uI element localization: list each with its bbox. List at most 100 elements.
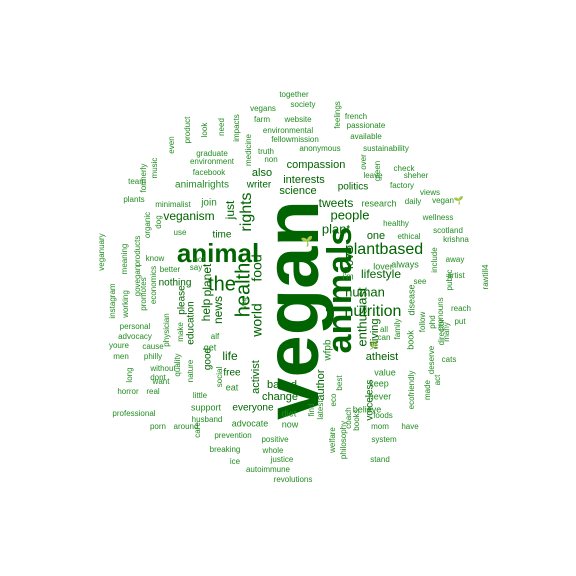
word-views: views [420,188,440,197]
word-nutrition: nutrition [345,303,402,320]
word-nature: nature [186,359,195,382]
word-wellness: wellness [422,213,454,222]
word-join: join [200,198,217,209]
word-ethical: ethical [397,232,420,241]
word-dont: dont [150,373,166,382]
word-stand: stand [370,455,390,464]
word-mom: mom [371,422,389,431]
word-instagram: instagram [108,283,117,318]
word-whole: whole [262,446,284,455]
word-have: have [401,422,419,431]
word-team: team [128,177,146,186]
word-veganism: veganism [163,209,214,223]
word-philly: philly [144,352,162,361]
word-quality: quality [173,353,182,376]
word-advocacy: advocacy [118,332,152,341]
word-positive: positive [261,435,289,444]
word-phd: phd [428,315,437,328]
word-look: look [200,122,209,138]
word-please: please [177,285,188,315]
word-graduate: graduate [196,149,228,158]
word-never: never [369,391,392,401]
word-just: just [223,200,237,220]
word-the: the [208,273,236,295]
word-deserve: deserve [427,345,436,374]
word-eco: eco [329,393,338,406]
word-can: can [378,333,391,342]
word-society: society [291,100,316,109]
word-wfpb: wfpb [323,339,334,362]
word-sustainability: sustainability [363,144,409,153]
word-atheist: atheist [366,351,398,363]
word-animals: animals [321,227,359,354]
word-without: without [149,364,176,373]
word-lover: lover [373,261,393,271]
word-environmental: environmental [263,126,313,135]
word-vegan: vegan🌱 [432,196,464,205]
word-ecofriendly: ecofriendly [407,371,416,410]
word-revolutions: revolutions [274,475,313,484]
word-over: over [359,154,368,170]
word-not: not [193,255,205,264]
word-know: know [146,254,165,263]
word-reach: reach [451,304,471,313]
word-public: public [445,270,454,291]
word-time: time [213,230,232,241]
word-support: support [191,402,222,412]
word-professional: professional [112,409,155,418]
word-fellowmission: fellowmission [271,135,319,144]
word-farm: farm [254,115,270,124]
word-facebook: facebook [193,168,226,177]
word-tweets: tweets [319,196,354,210]
word-rights: rights [238,192,255,231]
word-minimalist: minimalist [155,200,191,209]
word-want: want [152,377,171,386]
word-all: all [380,325,388,334]
word-animalrights: animalrights [175,180,229,191]
word-also: also [252,167,272,179]
word-say: say [190,263,202,272]
word-free: free [223,368,241,379]
word-human: human [345,284,385,299]
word-krishna: krishna [443,235,469,244]
word-autoimmune: autoimmune [246,465,291,474]
word-follow: follow [418,312,427,333]
word-physician: physician [162,313,171,346]
word-vegan: vegan [250,200,335,420]
word-emoji: 🌱 [301,236,313,248]
word-green: green [373,161,382,181]
word-planet: planet [200,263,214,296]
word-plants: plants [123,195,144,204]
word-french: french [345,112,367,121]
word-better: better [160,265,181,274]
word-anonymous: anonymous [299,144,340,153]
word-ice: ice [230,457,241,466]
word-pronouns: pronouns [436,297,445,330]
word-science: science [279,185,316,197]
word-news: news [211,296,225,324]
word-non: non [264,155,277,164]
word-dog: dog [154,215,163,228]
word-real: real [146,387,160,396]
word-people: people [330,207,369,222]
word-everyone: everyone [232,403,274,414]
word-music: music [150,158,159,179]
word-love: love [342,247,356,269]
word-lifestyle: lifestyle [361,267,401,281]
word-breaking: breaking [210,445,241,454]
word-men: men [113,352,129,361]
word-welfare: welfare [328,427,337,454]
word-check: check [394,164,416,173]
word-compassion: compassion [287,159,346,171]
word-vegans: vegans [250,104,276,113]
word-one: one [367,230,385,242]
word-author: author [315,369,327,401]
word-cats: cats [442,355,457,364]
word-husband: husband [192,415,223,424]
word-i-m: i'm [342,271,353,281]
word-value: value [374,367,396,377]
word-good: good [203,348,214,370]
word-writer: writer [246,180,272,191]
word-veganuary: veganuary [97,233,106,270]
word-get: get [204,342,217,352]
